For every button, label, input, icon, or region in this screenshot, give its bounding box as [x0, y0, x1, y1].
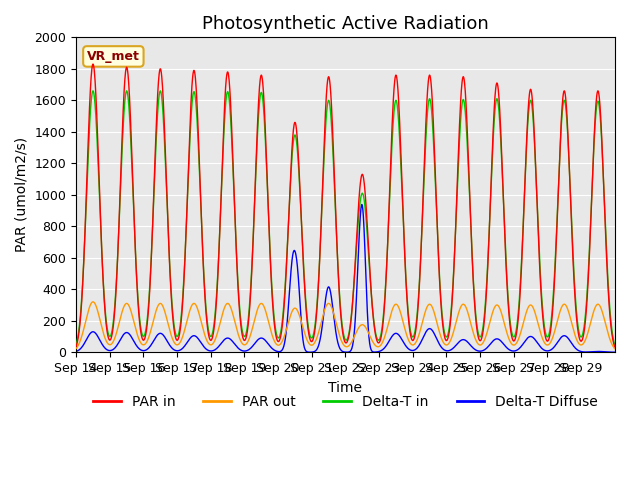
Text: VR_met: VR_met: [87, 50, 140, 63]
X-axis label: Time: Time: [328, 381, 362, 395]
Y-axis label: PAR (umol/m2/s): PAR (umol/m2/s): [15, 137, 29, 252]
Title: Photosynthetic Active Radiation: Photosynthetic Active Radiation: [202, 15, 489, 33]
Legend: PAR in, PAR out, Delta-T in, Delta-T Diffuse: PAR in, PAR out, Delta-T in, Delta-T Dif…: [87, 389, 604, 415]
